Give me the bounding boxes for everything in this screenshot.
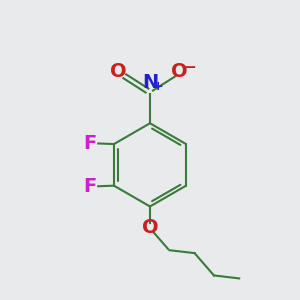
Text: O: O	[142, 218, 158, 237]
Text: O: O	[110, 62, 127, 81]
Text: F: F	[84, 134, 97, 153]
Text: N: N	[142, 73, 158, 92]
Text: O: O	[171, 62, 188, 81]
Text: F: F	[84, 177, 97, 196]
Text: +: +	[153, 80, 164, 93]
Text: −: −	[184, 60, 196, 75]
